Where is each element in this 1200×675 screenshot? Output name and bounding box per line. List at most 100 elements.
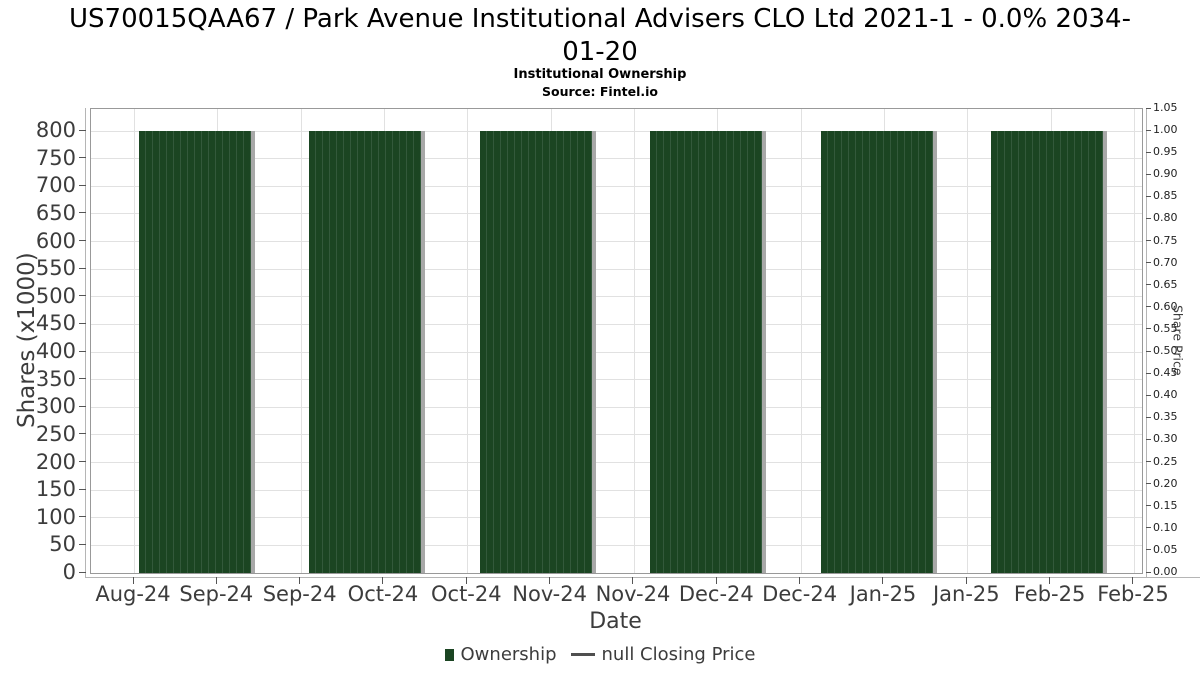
y-right-tick bbox=[1146, 328, 1151, 330]
y-left-tick-label: 150 bbox=[35, 477, 76, 502]
x-tick bbox=[465, 577, 467, 584]
h-gridline bbox=[91, 379, 1142, 381]
y-right-tick bbox=[1146, 151, 1151, 153]
y-right-tick-label: 0.35 bbox=[1153, 410, 1178, 424]
y-right-tick-label: 0.45 bbox=[1153, 366, 1178, 380]
x-tick bbox=[799, 577, 801, 584]
chart-title: US70015QAA67 / Park Avenue Institutional… bbox=[0, 3, 1200, 69]
bottom-axis-line bbox=[85, 577, 1200, 578]
y-right-tick-label: 0.20 bbox=[1153, 476, 1178, 490]
y-left-tick-label: 350 bbox=[35, 366, 76, 391]
y-left-tick-label: 500 bbox=[35, 283, 76, 308]
y-right-tick-label: 1.05 bbox=[1153, 101, 1178, 114]
y-right-tick-label: 0.85 bbox=[1153, 189, 1178, 203]
y-left-tick bbox=[79, 157, 86, 159]
chart-source: Source: Fintel.io bbox=[542, 84, 658, 99]
y-right-tick bbox=[1146, 195, 1151, 197]
y-right-tick bbox=[1146, 416, 1151, 418]
y-left-tick-label: 450 bbox=[35, 311, 76, 336]
x-tick-label: Oct-24 bbox=[347, 582, 419, 606]
y-left-tick bbox=[79, 350, 86, 352]
x-tick bbox=[549, 577, 551, 584]
x-tick bbox=[882, 577, 884, 584]
v-gridline bbox=[1133, 109, 1135, 573]
y-left-tick-label: 200 bbox=[35, 449, 76, 474]
y-left-tick bbox=[79, 543, 86, 545]
y-right-tick-label: 1.00 bbox=[1153, 123, 1178, 137]
y-left-tick bbox=[79, 461, 86, 463]
y-left-tick bbox=[79, 378, 86, 380]
y-right-tick bbox=[1146, 350, 1151, 352]
y-right-tick bbox=[1146, 306, 1151, 308]
y-left-tick bbox=[79, 184, 86, 186]
y-left-tick bbox=[79, 516, 86, 518]
x-tick bbox=[132, 577, 134, 584]
y-right-tick-label: 0.65 bbox=[1153, 277, 1178, 291]
y-right-tick bbox=[1146, 217, 1151, 219]
y-right-tick bbox=[1146, 129, 1151, 131]
v-gridline bbox=[967, 109, 969, 573]
y-right-tick bbox=[1146, 505, 1151, 507]
y-left-tick-label: 300 bbox=[35, 394, 76, 419]
ownership-bar-group bbox=[821, 131, 937, 573]
y-left-tick-label: 0 bbox=[62, 560, 76, 584]
x-tick bbox=[382, 577, 384, 584]
x-tick bbox=[632, 577, 634, 584]
y-right-tick bbox=[1146, 461, 1151, 463]
h-gridline bbox=[91, 323, 1142, 325]
x-tick-label: Dec-24 bbox=[762, 582, 838, 606]
x-tick bbox=[965, 577, 967, 584]
right-axis-line bbox=[1146, 108, 1147, 578]
x-tick-label: Dec-24 bbox=[678, 582, 754, 606]
v-gridline bbox=[467, 109, 469, 573]
v-gridline bbox=[633, 109, 635, 573]
h-gridline bbox=[91, 296, 1142, 298]
y-right-tick-label: 0.70 bbox=[1153, 255, 1178, 269]
h-gridline bbox=[91, 434, 1142, 436]
y-left-tick-label: 650 bbox=[35, 200, 76, 225]
legend-closing-price-line-icon bbox=[570, 653, 595, 656]
y-right-tick bbox=[1146, 284, 1151, 286]
x-tick bbox=[215, 577, 217, 584]
y-right-tick bbox=[1146, 240, 1151, 242]
y-left-tick-label: 600 bbox=[35, 228, 76, 253]
y-left-tick bbox=[79, 405, 86, 407]
legend-ownership-label[interactable]: Ownership bbox=[460, 644, 557, 665]
y-left-tick bbox=[79, 240, 86, 242]
h-gridline bbox=[91, 544, 1142, 546]
h-gridline bbox=[91, 185, 1142, 187]
y-right-tick-label: 0.25 bbox=[1153, 454, 1178, 468]
x-tick bbox=[715, 577, 717, 584]
y-right-tick bbox=[1146, 262, 1151, 264]
x-tick-label: Sep-24 bbox=[179, 582, 254, 606]
y-left-tick bbox=[79, 295, 86, 297]
y-right-tick-label: 0.05 bbox=[1153, 542, 1178, 556]
x-tick-label: Jan-25 bbox=[932, 582, 1000, 606]
chart-title-line1: US70015QAA67 / Park Avenue Institutional… bbox=[69, 4, 1131, 34]
y-right-tick bbox=[1146, 483, 1151, 485]
ownership-bar-group bbox=[991, 131, 1107, 573]
x-tick-label: Sep-24 bbox=[262, 582, 337, 606]
y-right-tick-label: 0.75 bbox=[1153, 233, 1178, 247]
h-gridline bbox=[91, 268, 1142, 270]
h-gridline bbox=[91, 158, 1142, 160]
y-right-tick-label: 0.95 bbox=[1153, 145, 1178, 159]
x-tick-label: Nov-24 bbox=[512, 582, 587, 606]
x-tick-label: Nov-24 bbox=[595, 582, 671, 606]
y-right-tick-label: 0.90 bbox=[1153, 167, 1178, 181]
y-right-tick-label: 0.60 bbox=[1153, 299, 1178, 313]
y-right-tick-label: 0.55 bbox=[1153, 321, 1178, 335]
y-left-tick bbox=[79, 488, 86, 490]
x-tick-label: Jan-25 bbox=[849, 582, 917, 606]
legend-closing-price-label[interactable]: null Closing Price bbox=[601, 644, 756, 665]
y-left-tick-label: 700 bbox=[35, 173, 76, 198]
v-gridline bbox=[300, 109, 302, 573]
y-left-tick-label: 400 bbox=[35, 339, 76, 364]
y-left-tick-label: 800 bbox=[35, 118, 76, 143]
y-right-tick-label: 0.00 bbox=[1153, 565, 1178, 578]
v-gridline bbox=[134, 109, 135, 573]
left-axis-line bbox=[85, 108, 86, 578]
y-right-tick-label: 0.80 bbox=[1153, 211, 1178, 225]
ownership-bar-group bbox=[480, 131, 596, 573]
chart-subtitle: Institutional Ownership bbox=[513, 67, 687, 82]
